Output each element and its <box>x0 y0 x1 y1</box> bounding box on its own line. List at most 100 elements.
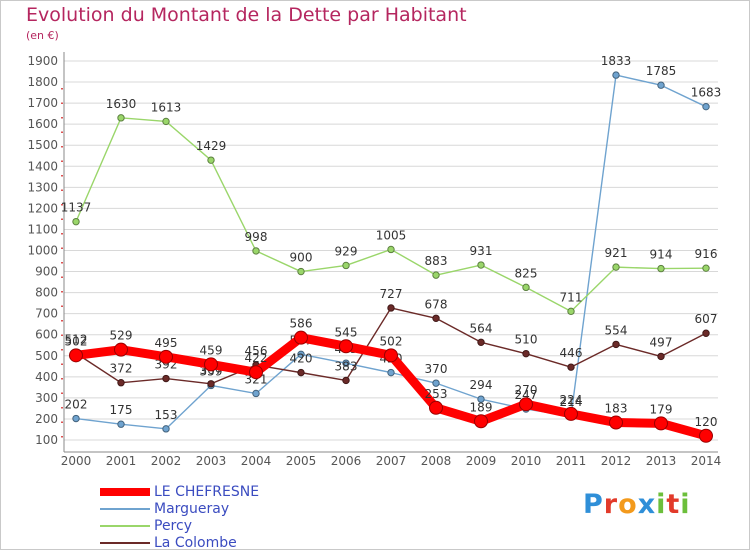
x-tick-label: 2007 <box>376 454 407 468</box>
chart-unit-label: (en €) <box>26 29 59 42</box>
proxiti-logo: Proxiti <box>583 489 691 520</box>
y-tick-label: 1200 <box>27 201 58 215</box>
data-label: 1613 <box>151 100 182 114</box>
data-point <box>252 389 260 398</box>
data-label: 900 <box>290 251 313 265</box>
legend-label: LE CHEFRESNE <box>154 484 260 500</box>
data-point <box>249 365 263 380</box>
x-tick-label: 2001 <box>106 454 137 468</box>
legend-label: La Colombe <box>154 535 237 551</box>
legend-swatch <box>100 488 150 496</box>
data-label: 502 <box>380 334 403 348</box>
data-point <box>114 342 128 357</box>
data-label: 921 <box>605 246 628 260</box>
data-point <box>159 349 173 364</box>
data-point <box>654 416 668 431</box>
data-point <box>69 348 83 363</box>
x-tick-label: 2012 <box>601 454 632 468</box>
data-point <box>342 359 350 367</box>
data-point <box>567 307 575 316</box>
y-tick-label: 1600 <box>27 117 58 131</box>
x-tick-label: 2004 <box>241 454 272 468</box>
data-label: 916 <box>695 247 718 261</box>
data-point <box>387 368 395 377</box>
data-label: 502 <box>65 334 88 348</box>
data-point <box>387 245 395 254</box>
data-point <box>252 247 260 255</box>
data-label: 456 <box>245 344 268 358</box>
y-tick-label: 100 <box>35 433 58 447</box>
data-point <box>699 428 713 443</box>
chart-title: Evolution du Montant de la Dette par Hab… <box>26 4 467 26</box>
data-point <box>117 114 125 122</box>
data-point <box>162 425 170 433</box>
data-point <box>477 395 485 403</box>
data-point <box>702 329 710 337</box>
series-line <box>75 117 707 313</box>
data-label: 998 <box>245 230 268 244</box>
data-label: 120 <box>695 415 718 429</box>
data-label: 512 <box>65 332 88 346</box>
y-tick-label: 1700 <box>27 96 58 110</box>
data-point <box>429 400 443 415</box>
data-label: 247 <box>515 388 538 402</box>
data-point <box>657 81 665 89</box>
data-label: 1429 <box>196 139 227 153</box>
data-point <box>522 283 530 292</box>
x-tick-label: 2009 <box>466 454 497 468</box>
data-point <box>522 349 530 358</box>
data-label: 446 <box>560 346 583 360</box>
data-label: 202 <box>65 398 88 412</box>
data-point <box>117 420 125 428</box>
legend-swatch <box>100 508 150 510</box>
x-tick-label: 2003 <box>196 454 227 468</box>
data-label: 175 <box>110 403 133 417</box>
data-label: 711 <box>560 290 583 304</box>
data-point <box>162 374 170 383</box>
y-tick-label: 900 <box>35 265 58 279</box>
data-label: 1137 <box>61 201 92 215</box>
data-point <box>612 340 620 349</box>
data-label: 253 <box>425 387 448 401</box>
data-label: 825 <box>515 266 538 280</box>
data-point <box>339 339 353 354</box>
data-label: 1683 <box>691 86 722 100</box>
data-point <box>72 414 80 423</box>
y-tick-label: 300 <box>35 391 58 405</box>
data-point <box>477 338 485 347</box>
data-point <box>567 363 575 371</box>
y-tick-label: 1500 <box>27 138 58 152</box>
x-tick-label: 2011 <box>556 454 587 468</box>
data-label: 1833 <box>601 54 632 68</box>
data-label: 607 <box>695 312 718 326</box>
data-label: 727 <box>380 287 403 301</box>
x-tick-label: 2014 <box>691 454 722 468</box>
data-label: 678 <box>425 297 448 311</box>
x-tick-label: 2005 <box>286 454 317 468</box>
legend-swatch <box>100 525 150 527</box>
y-tick-label: 1000 <box>27 244 58 258</box>
data-label: 459 <box>200 343 223 357</box>
data-label: 183 <box>605 402 628 416</box>
legend-swatch <box>100 542 150 544</box>
data-label: 497 <box>650 335 673 349</box>
data-point <box>387 304 395 312</box>
data-point <box>297 267 305 276</box>
data-point <box>432 314 440 322</box>
data-point <box>612 71 620 79</box>
x-tick-label: 2006 <box>331 454 362 468</box>
data-point <box>294 330 308 345</box>
data-label: 545 <box>335 325 358 339</box>
data-point <box>657 264 665 273</box>
data-label: 224 <box>560 393 583 407</box>
data-point <box>657 352 665 361</box>
legend-label: Margueray <box>154 501 230 517</box>
data-label: 929 <box>335 244 358 258</box>
data-point <box>519 397 533 412</box>
data-point <box>477 261 485 269</box>
data-label: 214 <box>560 395 583 409</box>
data-point <box>207 156 215 164</box>
data-label: 383 <box>335 359 358 373</box>
